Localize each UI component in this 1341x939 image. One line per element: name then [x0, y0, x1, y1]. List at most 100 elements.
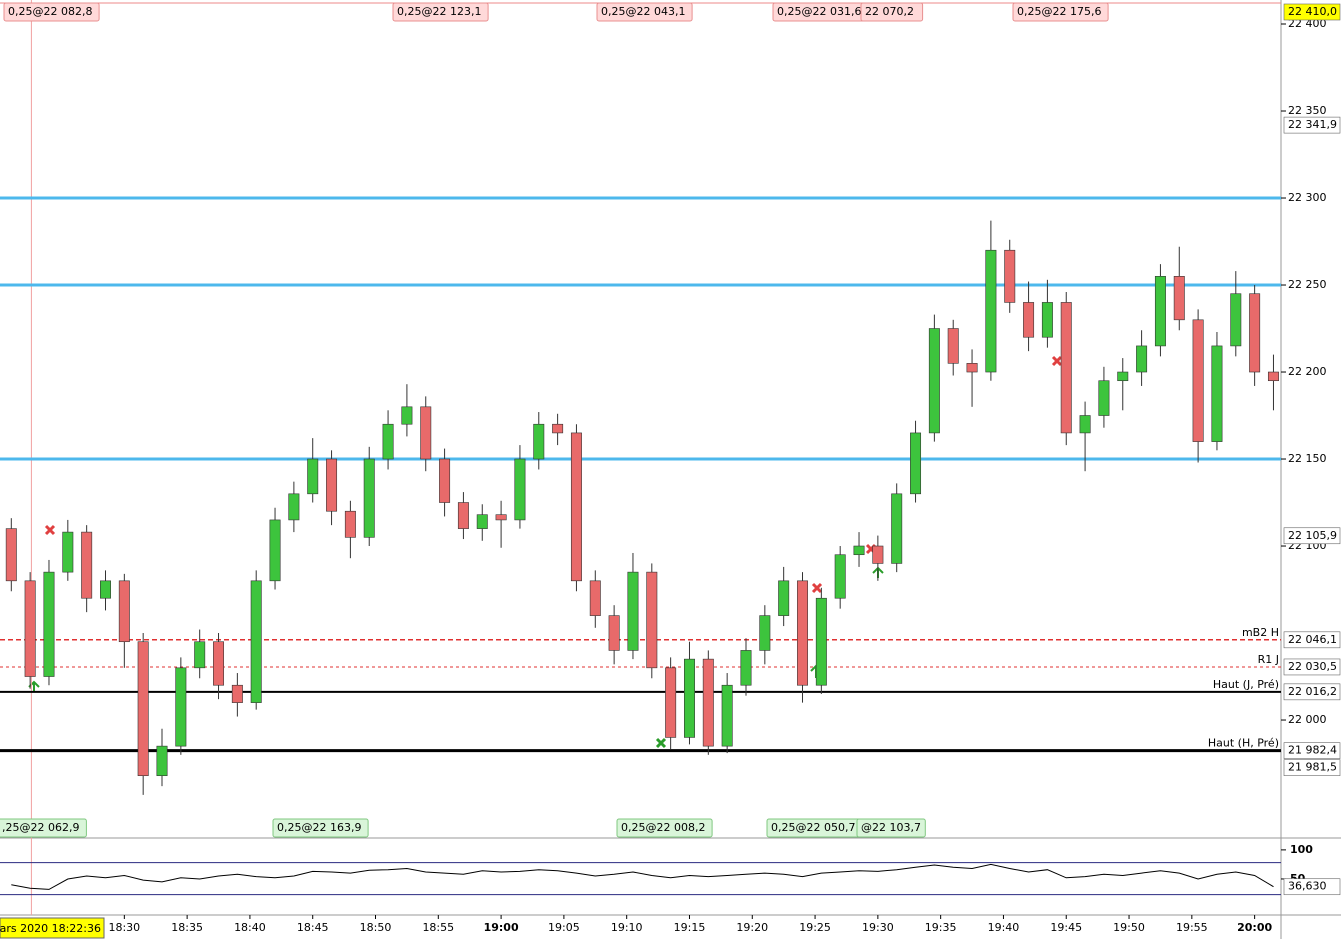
candle-body: [344, 510, 356, 538]
x-tick-label: 19:35: [925, 921, 957, 934]
candle-body: [853, 545, 865, 556]
candle-body: [1098, 380, 1110, 416]
price-tag-label: 22 046,1: [1288, 633, 1337, 646]
x-tick-label: 18:30: [108, 921, 140, 934]
candle-body: [570, 432, 582, 582]
price-tag: [1283, 3, 1341, 21]
candle-body: [740, 650, 752, 686]
x-tick-label: 20:00: [1237, 921, 1272, 934]
candle-body: [476, 514, 488, 529]
sell-marker: [44, 524, 56, 536]
candle-body: [608, 615, 620, 651]
price-tag-label: 22 410,0: [1288, 5, 1337, 18]
y-tick-label: 22 250: [1288, 278, 1327, 291]
indicator-line: [11, 863, 1274, 890]
candle-body: [1041, 302, 1053, 338]
candle-body: [326, 458, 338, 512]
order-label: 0,25@22 050,7: [771, 821, 855, 834]
level-label: Haut (H, Pré): [1208, 737, 1279, 750]
candle-body: [495, 514, 507, 521]
price-tag: [1283, 658, 1341, 676]
y-tick-label: 22 200: [1288, 365, 1327, 378]
order-label: 0,25@22 163,9: [277, 821, 361, 834]
cursor-date-box: [0, 917, 105, 939]
candle-body: [759, 615, 771, 651]
price-tag: [1283, 631, 1341, 649]
x-tick-label: 19:10: [611, 921, 643, 934]
candle-body: [928, 328, 940, 434]
x-tick-label: 19:20: [736, 921, 768, 934]
candle-body: [552, 423, 564, 434]
candle-body: [1267, 371, 1279, 382]
candle-body: [401, 406, 413, 425]
candle-body: [1004, 249, 1016, 303]
candle-body: [1249, 293, 1261, 373]
price-tag: [1283, 683, 1341, 701]
x-tick-label: 19:00: [484, 921, 519, 934]
x-tick-label: 19:45: [1050, 921, 1082, 934]
candle-body: [1023, 302, 1035, 338]
candle-body: [1079, 415, 1091, 434]
candle-body: [985, 249, 997, 373]
x-tick-label: 18:40: [234, 921, 266, 934]
candle-body: [269, 519, 281, 582]
y-tick-label: 22 300: [1288, 191, 1327, 204]
candle-body: [910, 432, 922, 495]
candle-body: [1154, 276, 1166, 347]
order-label-box: [596, 2, 693, 22]
order-label: 0,25@22 031,6: [777, 5, 861, 18]
candle-body: [683, 658, 695, 738]
candle-body: [43, 571, 55, 677]
order-label-box: [860, 2, 924, 22]
candle-body: [439, 458, 451, 503]
order-label: 22 070,2: [865, 5, 914, 18]
candle-body: [533, 423, 545, 460]
candle-body: [231, 684, 243, 703]
x-tick-label: 18:45: [297, 921, 329, 934]
x-tick-label: 19:15: [674, 921, 706, 934]
candle-body: [627, 571, 639, 651]
x-tick-label: 19:50: [1113, 921, 1145, 934]
candle-body: [194, 641, 206, 669]
buy-arrow: [28, 680, 40, 692]
candle-body: [1136, 345, 1148, 373]
order-label: 0,25@22 008,2: [621, 821, 705, 834]
candle-body: [1211, 345, 1223, 442]
order-label-box: [1012, 2, 1109, 22]
candle-body: [1173, 276, 1185, 321]
sell-marker: [1051, 355, 1063, 367]
candle-body: [382, 423, 394, 460]
order-label: ,25@22 062,9: [2, 821, 79, 834]
candle-body: [5, 528, 17, 582]
candle-body: [797, 580, 808, 686]
candle-body: [137, 641, 149, 777]
candle-body: [778, 580, 790, 616]
candle-body: [721, 684, 733, 747]
order-label: 0,25@22 043,1: [601, 5, 685, 18]
x-tick-label: 18:50: [360, 921, 392, 934]
x-tick-label: 19:30: [862, 921, 894, 934]
candle-body: [420, 406, 432, 460]
candle-body: [1230, 293, 1242, 347]
candle-body: [175, 667, 187, 747]
x-tick-label: 19:55: [1176, 921, 1208, 934]
price-tag: [1283, 759, 1341, 776]
buy-marker: [655, 737, 667, 749]
candle-body: [62, 531, 74, 573]
order-label-box: [392, 2, 489, 22]
candle-body: [24, 580, 36, 677]
level-label: R1 J: [1258, 653, 1279, 666]
candle-body: [213, 641, 225, 686]
price-tag: [1283, 116, 1341, 134]
x-tick-label: 19:25: [799, 921, 831, 934]
indicator-tag-label: 36,630: [1288, 880, 1327, 893]
candle-body: [1060, 302, 1072, 434]
candle-body: [646, 571, 658, 669]
price-tag-label: 22 016,2: [1288, 685, 1337, 698]
price-tag: [1283, 527, 1341, 545]
sell-marker: [811, 582, 823, 594]
x-tick-label: 18:35: [171, 921, 203, 934]
order-label-box: [856, 818, 926, 838]
